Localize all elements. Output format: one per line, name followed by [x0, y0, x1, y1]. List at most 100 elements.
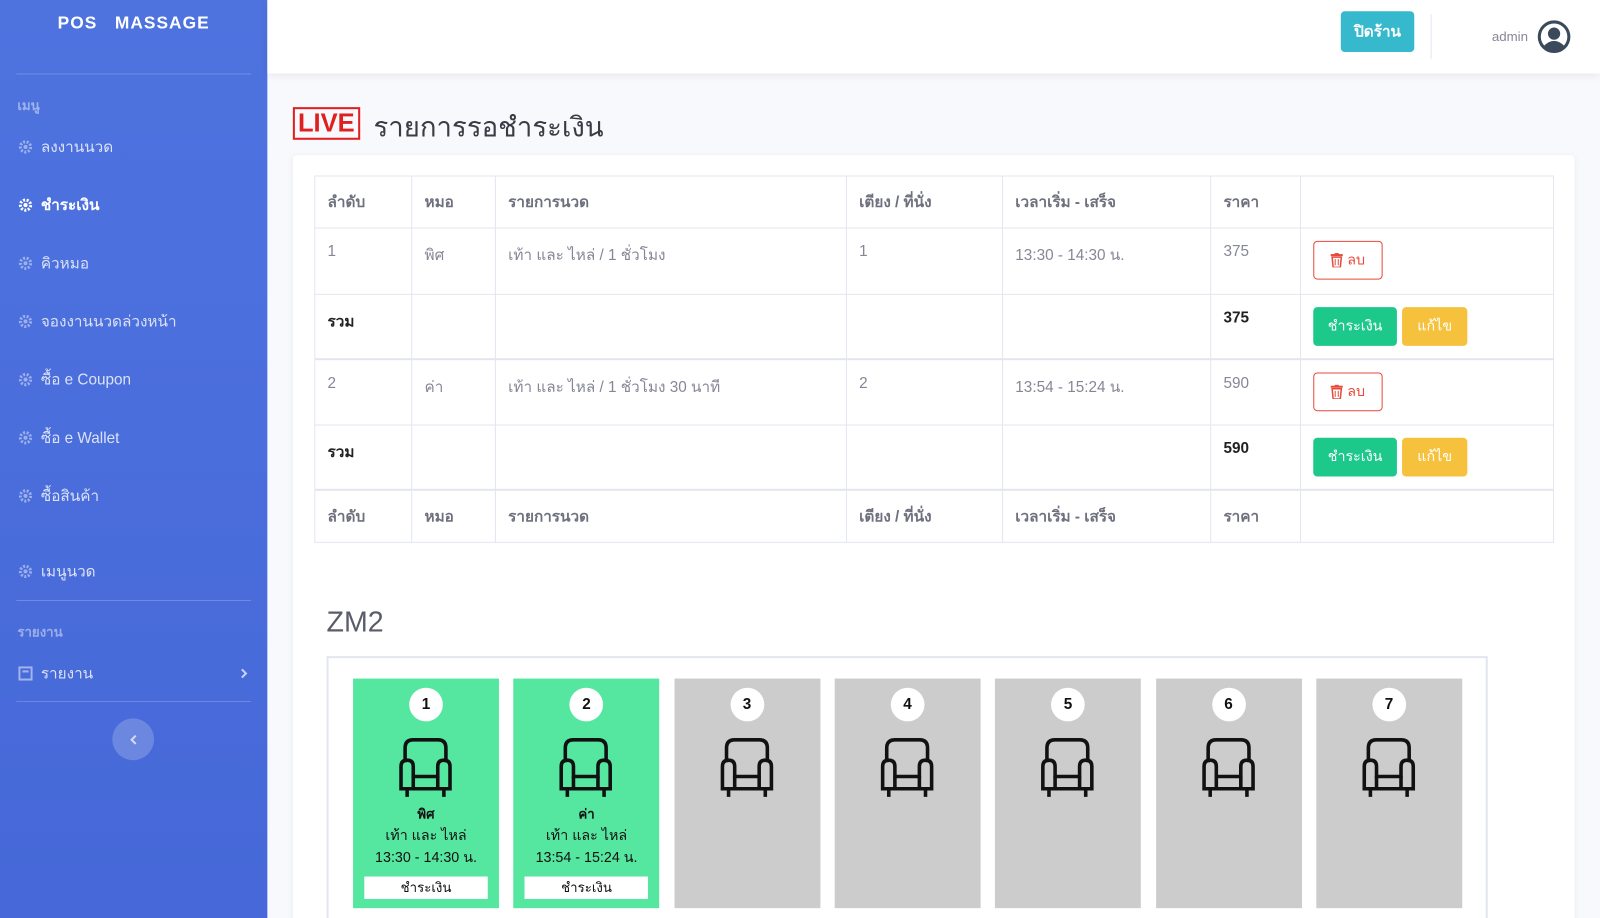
report-item[interactable]: รายงาน	[18, 661, 249, 685]
icon	[1330, 384, 1344, 399]
icon	[18, 314, 33, 329]
cell	[845, 293, 1004, 360]
icon	[399, 738, 452, 797]
menu-item[interactable]: ซื้อสินค้า	[18, 484, 99, 508]
chevron	[241, 668, 248, 679]
seat-service: เท้า และ ไหล่	[545, 826, 628, 843]
icon	[1201, 738, 1255, 797]
menu-item[interactable]: ชำระเงิน	[18, 193, 99, 217]
icon	[18, 372, 33, 387]
seat-service: เท้า และ ไหล่	[385, 826, 467, 843]
zone-box: 1 พิศ เท้า และ ไหล่ 13:30 - 14:30 น. ชำระเงิ…	[326, 656, 1488, 918]
icon	[1041, 738, 1094, 797]
header-cell: ลำดับ	[314, 488, 413, 543]
total-value: 375	[1210, 293, 1302, 360]
close-shop-button[interactable]: ปิดร้าน	[1340, 11, 1415, 53]
header-cell: เวลาเริ่ม - เสร็จ	[1002, 488, 1212, 543]
cell	[1002, 424, 1212, 490]
total-label: รวม	[314, 293, 413, 360]
zone-name: ZM2	[326, 606, 384, 638]
seat[interactable]: 4	[834, 678, 981, 909]
actions: ลบ	[1299, 358, 1555, 426]
pay-button[interactable]: ชำระเงิน	[1313, 307, 1397, 346]
header-cell	[1299, 175, 1555, 229]
icon	[18, 256, 33, 270]
menu-item[interactable]: ซื้อ e Wallet	[18, 426, 119, 450]
header-cell: เตียง / ที่นั่ง	[845, 175, 1004, 229]
header-cell	[1299, 488, 1555, 543]
collapse-toggle[interactable]	[112, 718, 155, 761]
edit-button[interactable]: แก้ไข	[1402, 307, 1468, 346]
total-value: 590	[1210, 424, 1302, 490]
seat-number: 4	[890, 687, 925, 722]
delete-label: ลบ	[1347, 382, 1366, 399]
icon	[18, 198, 33, 212]
edit-button[interactable]: แก้ไข	[1402, 437, 1468, 477]
pay-button[interactable]: ชำระเงิน	[1313, 437, 1397, 477]
divider	[1430, 14, 1432, 60]
header-cell: รายการนวด	[494, 488, 847, 543]
cell: 1	[314, 227, 413, 295]
actions: ลบ	[1299, 227, 1555, 295]
icon	[1362, 738, 1415, 797]
icon	[18, 140, 33, 154]
item-row: 2 ค่า เท้า และ ไหล่ / 1 ชั่วโมง 30 นาที 2 13…	[314, 358, 1555, 426]
cell	[845, 424, 1004, 490]
menu-label: จองงานนวดล่วงหน้า	[40, 313, 177, 331]
header-cell: หมอ	[411, 175, 496, 229]
divider	[16, 701, 252, 703]
seat[interactable]: 5	[995, 678, 1141, 909]
divider	[16, 73, 252, 75]
total-label: รวม	[314, 424, 413, 490]
cell: 375	[1210, 227, 1302, 295]
menu-item[interactable]: จองงานนวดล่วงหน้า	[18, 309, 177, 333]
topbar: ปิดร้าน admin	[267, 0, 1600, 74]
seat[interactable]: 2 ค่า เท้า และ ไหล่ 13:54 - 15:24 น. ชำระเงิ…	[513, 678, 660, 909]
menu-label: ซื้อ e Coupon	[40, 371, 132, 389]
cell: 2	[314, 358, 413, 426]
page-title: รายการรอชำระเงิน	[373, 112, 604, 143]
seat-time: 13:54 - 15:24 น.	[535, 848, 638, 866]
menu-item[interactable]: ซื้อ e Coupon	[18, 367, 131, 391]
menu-item[interactable]: คิวหมอ	[18, 251, 89, 275]
seat-therapist: พิศ	[417, 806, 435, 822]
header-cell: หมอ	[411, 488, 496, 543]
menu-label: ชำระเงิน	[40, 196, 100, 215]
icon	[18, 431, 33, 445]
cell: 1	[845, 227, 1004, 295]
seat[interactable]: 1 พิศ เท้า และ ไหล่ 13:30 - 14:30 น. ชำระเงิ…	[353, 678, 499, 909]
seat-pay-button[interactable]: ชำระเงิน	[524, 876, 649, 899]
seat-pay-button[interactable]: ชำระเงิน	[364, 876, 488, 899]
menu-item[interactable]: เมนูนวด	[18, 559, 96, 583]
brand[interactable]: POS MASSAGE	[57, 13, 210, 33]
icon	[880, 738, 934, 797]
seat-number: 7	[1372, 687, 1406, 722]
divider	[16, 599, 252, 602]
seat-number: 6	[1211, 687, 1246, 722]
icon	[18, 666, 33, 681]
icon	[559, 738, 613, 797]
seat-therapist: ค่า	[578, 806, 595, 822]
seat[interactable]: 6	[1155, 678, 1302, 909]
avatar[interactable]	[1537, 19, 1572, 54]
cell: พิศ	[411, 227, 496, 295]
report-label: รายงาน	[40, 665, 94, 683]
card: ลำดับ หมอ รายการนวด เตียง / ที่นั่ง เวลาเริ่…	[292, 155, 1575, 918]
delete-button[interactable]: ลบ	[1313, 240, 1383, 280]
menu-label: เมนูนวด	[40, 563, 96, 581]
seat[interactable]: 7	[1316, 678, 1463, 909]
sidebar: POS MASSAGE เมนู ลงงานนวด ชำระเงิน คิวหมอจ…	[0, 0, 268, 918]
seat-number: 3	[730, 687, 764, 722]
item-row: 1 พิศ เท้า และ ไหล่ / 1 ชั่วโมง 1 13:30 - 14…	[314, 227, 1555, 295]
seat[interactable]: 3	[674, 678, 820, 909]
header-cell: ลำดับ	[314, 175, 413, 229]
user-name[interactable]: admin	[1491, 28, 1528, 44]
header-row: ลำดับ หมอ รายการนวด เตียง / ที่นั่ง เวลาเริ่…	[314, 488, 1555, 543]
icon	[1330, 253, 1344, 268]
cell: 13:54 - 15:24 น.	[1002, 358, 1212, 426]
delete-button[interactable]: ลบ	[1313, 371, 1383, 411]
header-cell: เวลาเริ่ม - เสร็จ	[1002, 175, 1212, 229]
cell: 13:30 - 14:30 น.	[1002, 227, 1212, 295]
menu-item[interactable]: ลงงานนวด	[18, 135, 113, 159]
